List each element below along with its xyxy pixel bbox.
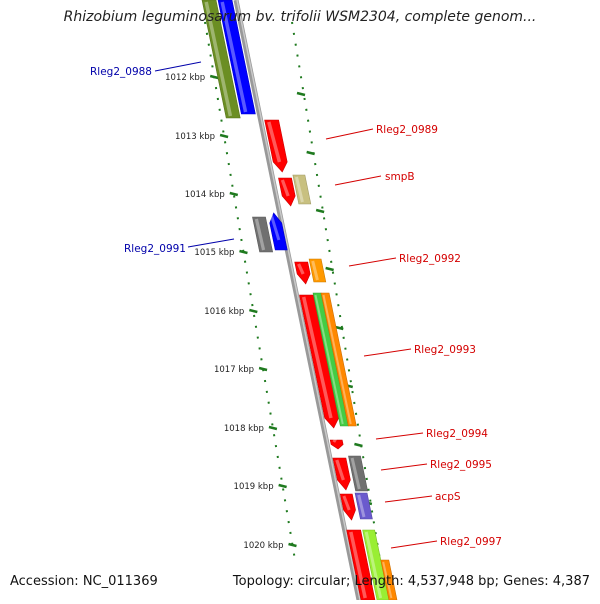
accession-label: Accession: NC_011369 [10, 574, 158, 589]
gene-feature-g6 [252, 216, 274, 253]
gene-highlight-g3 [267, 121, 282, 163]
tick-label: 1019 kbp [234, 482, 274, 492]
gene-label[interactable]: Rleg2_0993 [414, 344, 476, 356]
gene-feature-g12 [320, 292, 357, 427]
gene-label[interactable]: acpS [435, 491, 461, 503]
gene-label[interactable]: Rleg2_0994 [426, 428, 488, 440]
gene-highlight-g10 [301, 296, 333, 419]
gene-feature-g3 [264, 119, 288, 173]
gene-highlight-g9 [311, 260, 319, 281]
gene-feature-g7 [269, 212, 288, 251]
label-leader-line [154, 61, 202, 72]
gene-feature-g5 [292, 174, 312, 205]
label-leader-line [187, 238, 235, 248]
genome-summary: Topology: circular; Length: 4,537,948 bp… [232, 574, 590, 589]
gene-highlight-g12 [322, 294, 352, 425]
tick-label: 1017 kbp [214, 365, 254, 375]
tick-mark [209, 74, 219, 80]
gene-label[interactable]: Rleg2_0989 [376, 124, 438, 136]
gene-highlight-g18 [349, 531, 367, 599]
gene-highlight-g17 [357, 494, 366, 518]
gene-label[interactable]: Rleg2_0991 [124, 243, 186, 255]
tick-mark-right [315, 208, 325, 214]
tick-label: 1015 kbp [194, 248, 234, 258]
tick-mark-right [354, 442, 363, 448]
gene-feature-g4 [278, 177, 296, 207]
gene-highlight-g19 [364, 531, 383, 599]
tick-mark [268, 425, 278, 431]
gene-highlight-g11 [314, 294, 344, 425]
gene-label[interactable]: Rleg2_0988 [90, 66, 152, 78]
label-leader-line [384, 495, 433, 503]
tick-mark-right [296, 91, 306, 97]
tick-mark [219, 133, 229, 139]
gene-highlight-g14 [335, 459, 345, 481]
tick-mark [278, 483, 287, 489]
gene-highlight-g5 [295, 176, 304, 203]
tick-mark [288, 542, 297, 548]
label-leader-line [363, 348, 412, 357]
gene-highlight-g16 [342, 495, 351, 511]
gene-highlight-g4 [280, 179, 290, 197]
gene-highlight-g2 [220, 1, 248, 113]
gene-highlight-g1 [204, 1, 233, 117]
tick-label: 1013 kbp [175, 132, 215, 142]
tick-label: 1018 kbp [224, 424, 264, 434]
backbone-highlight [236, 0, 361, 601]
gene-feature-g8 [294, 261, 311, 285]
gene-feature-g13 [329, 439, 344, 450]
gene-feature-g1 [201, 0, 241, 119]
gene-highlight-g8 [297, 263, 305, 275]
gene-feature-g17 [354, 492, 373, 520]
tick-mark [258, 366, 268, 372]
label-leader-line [390, 540, 438, 549]
gene-highlight-g13 [332, 438, 337, 443]
gene-feature-g9 [308, 258, 327, 283]
label-leader-line [375, 432, 424, 440]
gene-label[interactable]: Rleg2_0995 [430, 459, 492, 471]
map-title: Rhizobium leguminosarum bv. trifolii WSM… [63, 9, 537, 25]
gene-highlight-g20 [382, 561, 393, 599]
gene-label[interactable]: Rleg2_0992 [399, 253, 461, 265]
tick-mark-right [325, 266, 334, 272]
gene-feature-g16 [339, 493, 356, 521]
gene-feature-g14 [332, 457, 351, 491]
gene-feature-g10 [299, 294, 340, 429]
gene-label[interactable]: smpB [385, 171, 415, 183]
label-leader-line [334, 175, 382, 186]
tick-label: 1016 kbp [204, 307, 244, 317]
label-leader-line [380, 463, 428, 471]
tick-mark [239, 249, 248, 255]
tick-label: 1012 kbp [165, 73, 205, 83]
gene-highlight-g6 [254, 218, 266, 251]
tick-label: 1020 kbp [243, 541, 283, 551]
gene-feature-g15 [348, 455, 369, 492]
backbone-line [233, 0, 362, 601]
label-leader-line [325, 128, 374, 140]
label-leader-line [348, 257, 397, 267]
gene-highlight-g7 [269, 214, 281, 241]
gene-label[interactable]: Rleg2_0997 [440, 536, 502, 548]
tick-label: 1014 kbp [185, 190, 225, 200]
tick-mark [249, 308, 258, 314]
gene-highlight-g15 [350, 457, 361, 490]
tick-mark-right [334, 325, 344, 331]
tick-mark-right [306, 150, 315, 156]
tick-mark [229, 191, 239, 197]
gene-feature-g2 [217, 0, 256, 115]
